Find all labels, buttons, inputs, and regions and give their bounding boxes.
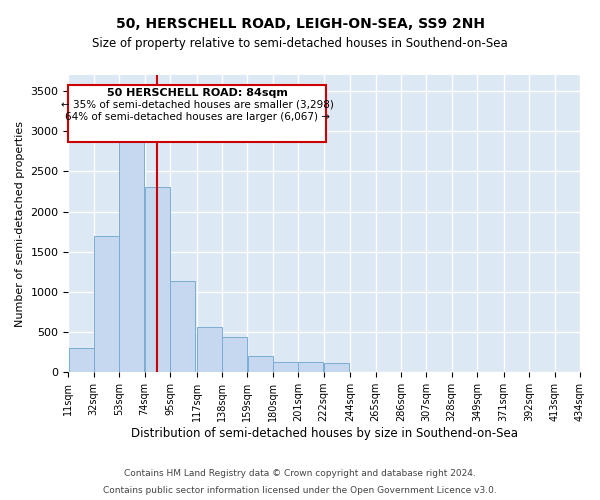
Text: 64% of semi-detached houses are larger (6,067) →: 64% of semi-detached houses are larger (… [65,112,330,122]
Bar [197,327,222,372]
Bar [170,282,195,372]
Text: Contains public sector information licensed under the Open Government Licence v3: Contains public sector information licen… [103,486,497,495]
Bar [222,337,247,372]
Bar [68,348,94,372]
Text: ← 35% of semi-detached houses are smaller (3,298): ← 35% of semi-detached houses are smalle… [61,100,334,110]
Text: 50 HERSCHELL ROAD: 84sqm: 50 HERSCHELL ROAD: 84sqm [107,88,287,98]
Text: Contains HM Land Registry data © Crown copyright and database right 2024.: Contains HM Land Registry data © Crown c… [124,468,476,477]
Bar [248,356,272,372]
Text: Size of property relative to semi-detached houses in Southend-on-Sea: Size of property relative to semi-detach… [92,38,508,51]
Text: 50, HERSCHELL ROAD, LEIGH-ON-SEA, SS9 2NH: 50, HERSCHELL ROAD, LEIGH-ON-SEA, SS9 2N… [115,18,485,32]
Bar [119,91,145,372]
X-axis label: Distribution of semi-detached houses by size in Southend-on-Sea: Distribution of semi-detached houses by … [131,427,518,440]
Bar [94,236,119,372]
Bar [298,362,323,372]
Bar [273,362,298,372]
FancyBboxPatch shape [68,84,326,141]
Bar [145,188,170,372]
Y-axis label: Number of semi-detached properties: Number of semi-detached properties [15,120,25,326]
Bar [324,362,349,372]
